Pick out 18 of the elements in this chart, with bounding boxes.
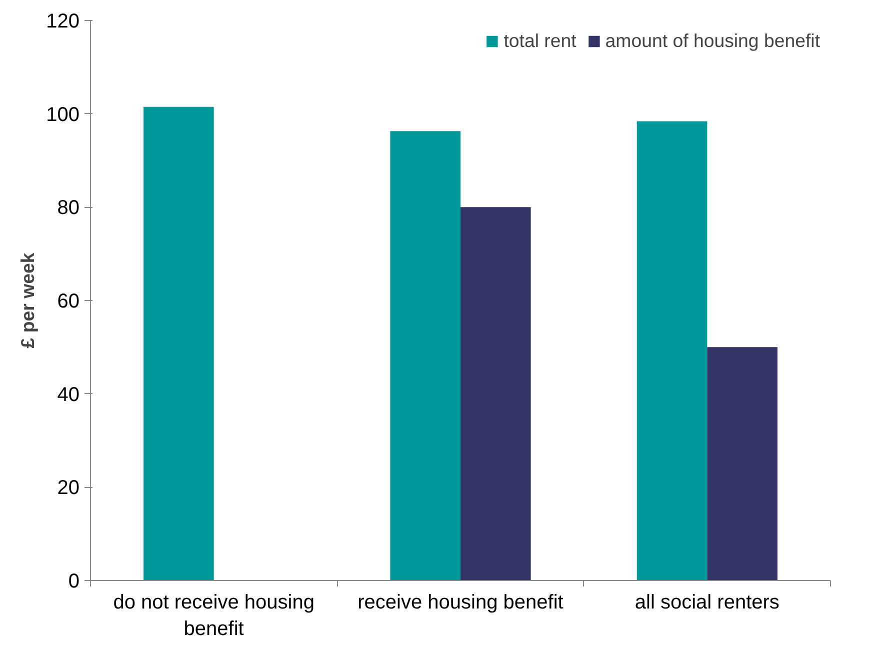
- y-tick-label: 120: [46, 10, 80, 32]
- bar: [460, 207, 531, 580]
- bar: [144, 106, 214, 580]
- bar: [390, 131, 460, 580]
- y-tick-label: 40: [57, 384, 80, 406]
- y-tick-label: 60: [57, 290, 80, 312]
- x-tick-label: all social renters: [634, 592, 780, 614]
- bar: [636, 121, 708, 580]
- y-tick-label: 0: [68, 570, 80, 592]
- y-tick-label: 80: [57, 197, 80, 220]
- y-tick-label: 20: [57, 477, 80, 500]
- y-tick-label: 100: [46, 104, 80, 126]
- x-tick-label: receive housing benefit: [358, 592, 564, 614]
- bar: [707, 347, 778, 580]
- legend-label: amount of housing benefit: [605, 30, 820, 52]
- legend-label: total rent: [504, 30, 576, 52]
- x-tick-label: do not receive housing benefit: [113, 592, 314, 640]
- y-axis-title: £ per week: [17, 252, 38, 348]
